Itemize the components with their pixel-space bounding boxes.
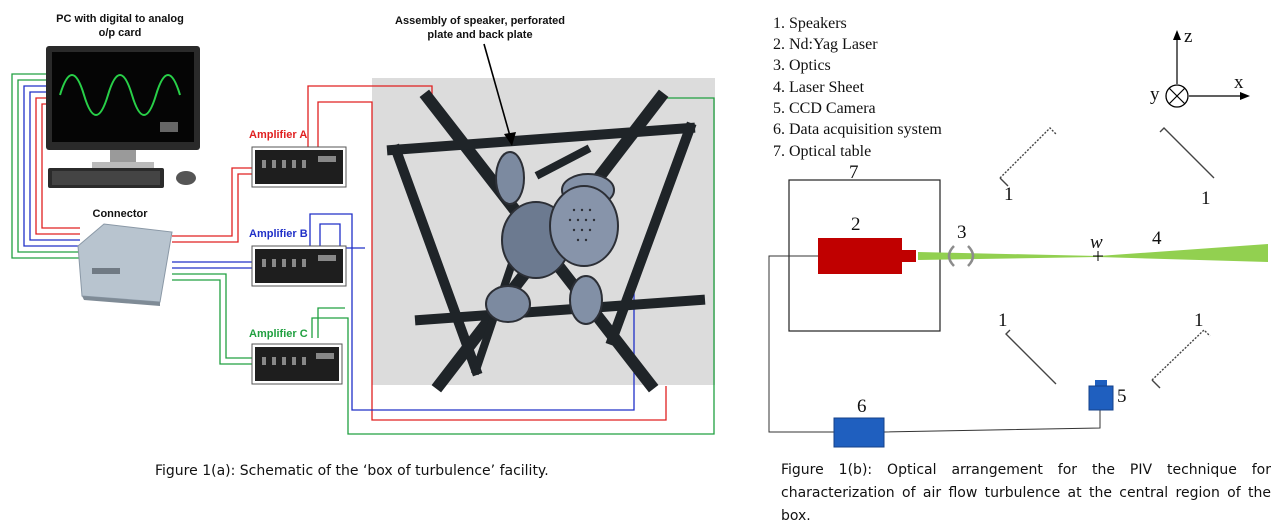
amplifier-c bbox=[251, 343, 343, 385]
speaker-assembly bbox=[485, 151, 619, 325]
daq-number: 6 bbox=[857, 396, 867, 417]
optics-number: 3 bbox=[957, 222, 967, 243]
legend-item-1: 1. Speakers bbox=[773, 15, 847, 32]
daq-camera-cable bbox=[883, 410, 1101, 433]
speaker-bottom-left bbox=[1005, 329, 1057, 385]
connector-box bbox=[77, 223, 173, 306]
figure-1b-caption: Figure 1(b): Optical arrangement for the… bbox=[781, 462, 1271, 524]
connector-to-amp-wiring bbox=[172, 167, 252, 365]
figure-1a-caption: Figure 1(a): Schematic of the ‘box of tu… bbox=[155, 463, 549, 479]
assembly-label-line1: Assembly of speaker, perforated bbox=[395, 15, 565, 27]
speaker-top-right bbox=[1159, 127, 1215, 179]
legend-item-4: 4. Laser Sheet bbox=[773, 79, 865, 96]
amplifier-c-label: Amplifier C bbox=[249, 328, 308, 340]
legend-item-2: 2. Nd:Yag Laser bbox=[773, 36, 878, 53]
speaker-number-top-left: 1 bbox=[1004, 184, 1014, 205]
amplifier-a bbox=[251, 146, 347, 188]
schematic-panel: PC with digital to analog o/p card Conne… bbox=[11, 13, 715, 435]
y-axis-label: y bbox=[1150, 84, 1160, 105]
x-axis-label: x bbox=[1234, 72, 1244, 93]
legend: 1. Speakers 2. Nd:Yag Laser 3. Optics 4.… bbox=[773, 15, 942, 160]
camera-number: 5 bbox=[1117, 386, 1127, 407]
assembly-arrow bbox=[483, 43, 516, 146]
connector-label: Connector bbox=[93, 208, 149, 220]
pc-monitor bbox=[46, 46, 200, 168]
legend-item-6: 6. Data acquisition system bbox=[773, 121, 942, 138]
laser-sheet bbox=[918, 244, 1268, 262]
laser-number: 2 bbox=[851, 214, 861, 235]
legend-item-3: 3. Optics bbox=[773, 57, 831, 74]
legend-item-5: 5. CCD Camera bbox=[773, 100, 876, 117]
speaker-number-top-right: 1 bbox=[1201, 188, 1211, 209]
amp-to-assembly-wiring bbox=[307, 85, 715, 435]
pc-label-line1: PC with digital to analog bbox=[56, 13, 184, 25]
w-label: w bbox=[1090, 232, 1103, 253]
coordinate-axes: z y x bbox=[1150, 26, 1250, 108]
center-point-marker bbox=[1093, 251, 1103, 261]
optical-panel: 1. Speakers 2. Nd:Yag Laser 3. Optics 4.… bbox=[768, 15, 1268, 448]
speaker-number-bottom-right: 1 bbox=[1194, 310, 1204, 331]
speaker-bottom-right bbox=[1151, 329, 1211, 389]
waveform bbox=[59, 74, 181, 116]
ccd-camera bbox=[1088, 385, 1114, 411]
amplifier-b bbox=[251, 245, 347, 287]
optics-lenses bbox=[947, 245, 975, 267]
camera-lens bbox=[1095, 380, 1107, 386]
z-axis-label: z bbox=[1184, 26, 1192, 47]
amplifier-b-label: Amplifier B bbox=[249, 228, 308, 240]
amplifier-a-label: Amplifier A bbox=[249, 129, 307, 141]
laser-body bbox=[818, 238, 902, 274]
pc-wiring bbox=[11, 73, 80, 259]
laser-daq-cable bbox=[768, 255, 834, 433]
keyboard bbox=[48, 168, 164, 188]
pc-label-line2: o/p card bbox=[99, 27, 142, 39]
legend-item-7: 7. Optical table bbox=[773, 143, 871, 160]
mouse bbox=[176, 171, 196, 185]
data-acquisition-box bbox=[833, 417, 885, 448]
laser-nozzle bbox=[902, 250, 916, 262]
laser-sheet-number: 4 bbox=[1152, 228, 1162, 249]
optical-table-number: 7 bbox=[849, 162, 859, 183]
speaker-top-left bbox=[999, 127, 1057, 187]
speaker-number-bottom-left: 1 bbox=[998, 310, 1008, 331]
assembly-label-line2: plate and back plate bbox=[427, 29, 532, 41]
